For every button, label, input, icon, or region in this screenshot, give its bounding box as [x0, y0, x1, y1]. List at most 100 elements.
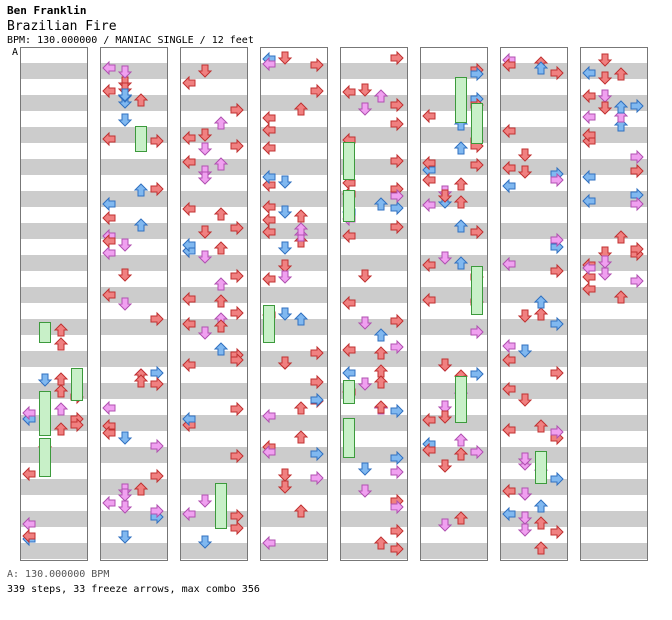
step-arrow-down — [277, 259, 293, 273]
step-arrow-down — [437, 400, 453, 414]
step-arrow-down — [117, 113, 133, 127]
step-arrow-down — [277, 270, 293, 284]
step-arrow-down — [517, 344, 533, 358]
step-arrow-right — [390, 200, 404, 216]
step-arrow-right — [470, 224, 484, 240]
freeze-arrow — [535, 451, 547, 484]
step-arrow-right — [470, 324, 484, 340]
measure-stripe — [20, 319, 88, 335]
measure-stripe — [20, 479, 88, 495]
step-arrow-left — [422, 292, 436, 308]
measure-stripe — [340, 511, 408, 527]
freeze-arrow — [263, 305, 275, 343]
step-arrow-left — [262, 56, 276, 72]
step-arrow-right — [550, 263, 564, 279]
step-arrow-left — [262, 224, 276, 240]
step-arrow-left — [422, 257, 436, 273]
step-arrow-up — [133, 374, 149, 388]
measure-stripe — [420, 415, 488, 431]
measure-stripe — [580, 127, 648, 143]
step-arrow-right — [230, 268, 244, 284]
measure-stripe — [180, 383, 248, 399]
step-arrow-down — [357, 484, 373, 498]
measure-stripe — [340, 255, 408, 271]
freeze-arrow — [471, 266, 483, 315]
step-arrow-left — [262, 444, 276, 460]
step-arrow-up — [373, 197, 389, 211]
step-arrow-left — [102, 131, 116, 147]
step-arrow-right — [150, 468, 164, 484]
step-arrow-right — [390, 313, 404, 329]
step-arrow-down — [437, 358, 453, 372]
measure-stripe — [340, 351, 408, 367]
step-arrow-right — [550, 65, 564, 81]
measure-stripe — [260, 255, 328, 271]
measure-stripe — [260, 383, 328, 399]
step-arrow-right — [390, 50, 404, 66]
step-arrow-down — [517, 511, 533, 525]
freeze-arrow — [343, 380, 355, 404]
step-arrow-right — [390, 464, 404, 480]
measure-stripe — [20, 447, 88, 463]
measure-stripe — [100, 447, 168, 463]
step-arrow-up — [533, 499, 549, 513]
step-arrow-down — [117, 268, 133, 282]
measure-stripe — [260, 479, 328, 495]
step-arrow-down — [117, 431, 133, 445]
step-arrow-right — [230, 520, 244, 536]
measure-stripe — [100, 95, 168, 111]
step-arrow-down — [277, 51, 293, 65]
step-arrow-right — [550, 232, 564, 248]
step-arrow-up — [373, 346, 389, 360]
step-arrow-right — [550, 365, 564, 381]
step-arrow-up — [293, 504, 309, 518]
measure-stripe — [100, 255, 168, 271]
step-arrow-left — [22, 405, 36, 421]
step-arrow-right — [230, 508, 244, 524]
step-arrow-down — [277, 468, 293, 482]
measure-stripe — [20, 255, 88, 271]
measure-stripe — [500, 351, 568, 367]
step-arrow-down — [357, 83, 373, 97]
step-arrow-down — [597, 71, 613, 85]
measure-stripe — [100, 63, 168, 79]
measure-stripe — [20, 63, 88, 79]
step-arrow-down — [437, 251, 453, 265]
step-arrow-down — [197, 250, 213, 264]
measure-stripe — [100, 287, 168, 303]
step-arrow-left — [502, 381, 516, 397]
step-arrow-right — [310, 374, 324, 390]
step-arrow-left — [502, 506, 516, 522]
step-arrow-down — [437, 410, 453, 424]
step-arrow-left — [102, 425, 116, 441]
step-arrow-down — [117, 88, 133, 102]
step-arrow-up — [133, 183, 149, 197]
step-arrow-up — [453, 177, 469, 191]
step-arrow-left — [422, 442, 436, 458]
step-arrow-left — [502, 123, 516, 139]
measure-stripe — [100, 415, 168, 431]
measure-stripe — [180, 415, 248, 431]
step-arrow-down — [517, 393, 533, 407]
step-arrow-left — [582, 169, 596, 185]
measure-stripe — [500, 223, 568, 239]
step-arrow-right — [390, 188, 404, 204]
step-arrow-right — [390, 403, 404, 419]
step-arrow-up — [373, 89, 389, 103]
measure-stripe — [260, 287, 328, 303]
measure-stripe — [580, 543, 648, 559]
step-arrow-down — [597, 101, 613, 115]
measure-stripe — [100, 159, 168, 175]
step-arrow-down — [117, 500, 133, 514]
freeze-arrow — [455, 376, 467, 423]
step-arrow-left — [342, 365, 356, 381]
measure-stripe — [20, 127, 88, 143]
step-arrow-down — [197, 171, 213, 185]
step-arrow-left — [582, 109, 596, 125]
step-arrow-up — [533, 61, 549, 75]
step-arrow-right — [310, 392, 324, 408]
measure-stripe — [100, 223, 168, 239]
step-arrow-up — [453, 195, 469, 209]
measure-stripe — [500, 191, 568, 207]
step-arrow-up — [453, 256, 469, 270]
